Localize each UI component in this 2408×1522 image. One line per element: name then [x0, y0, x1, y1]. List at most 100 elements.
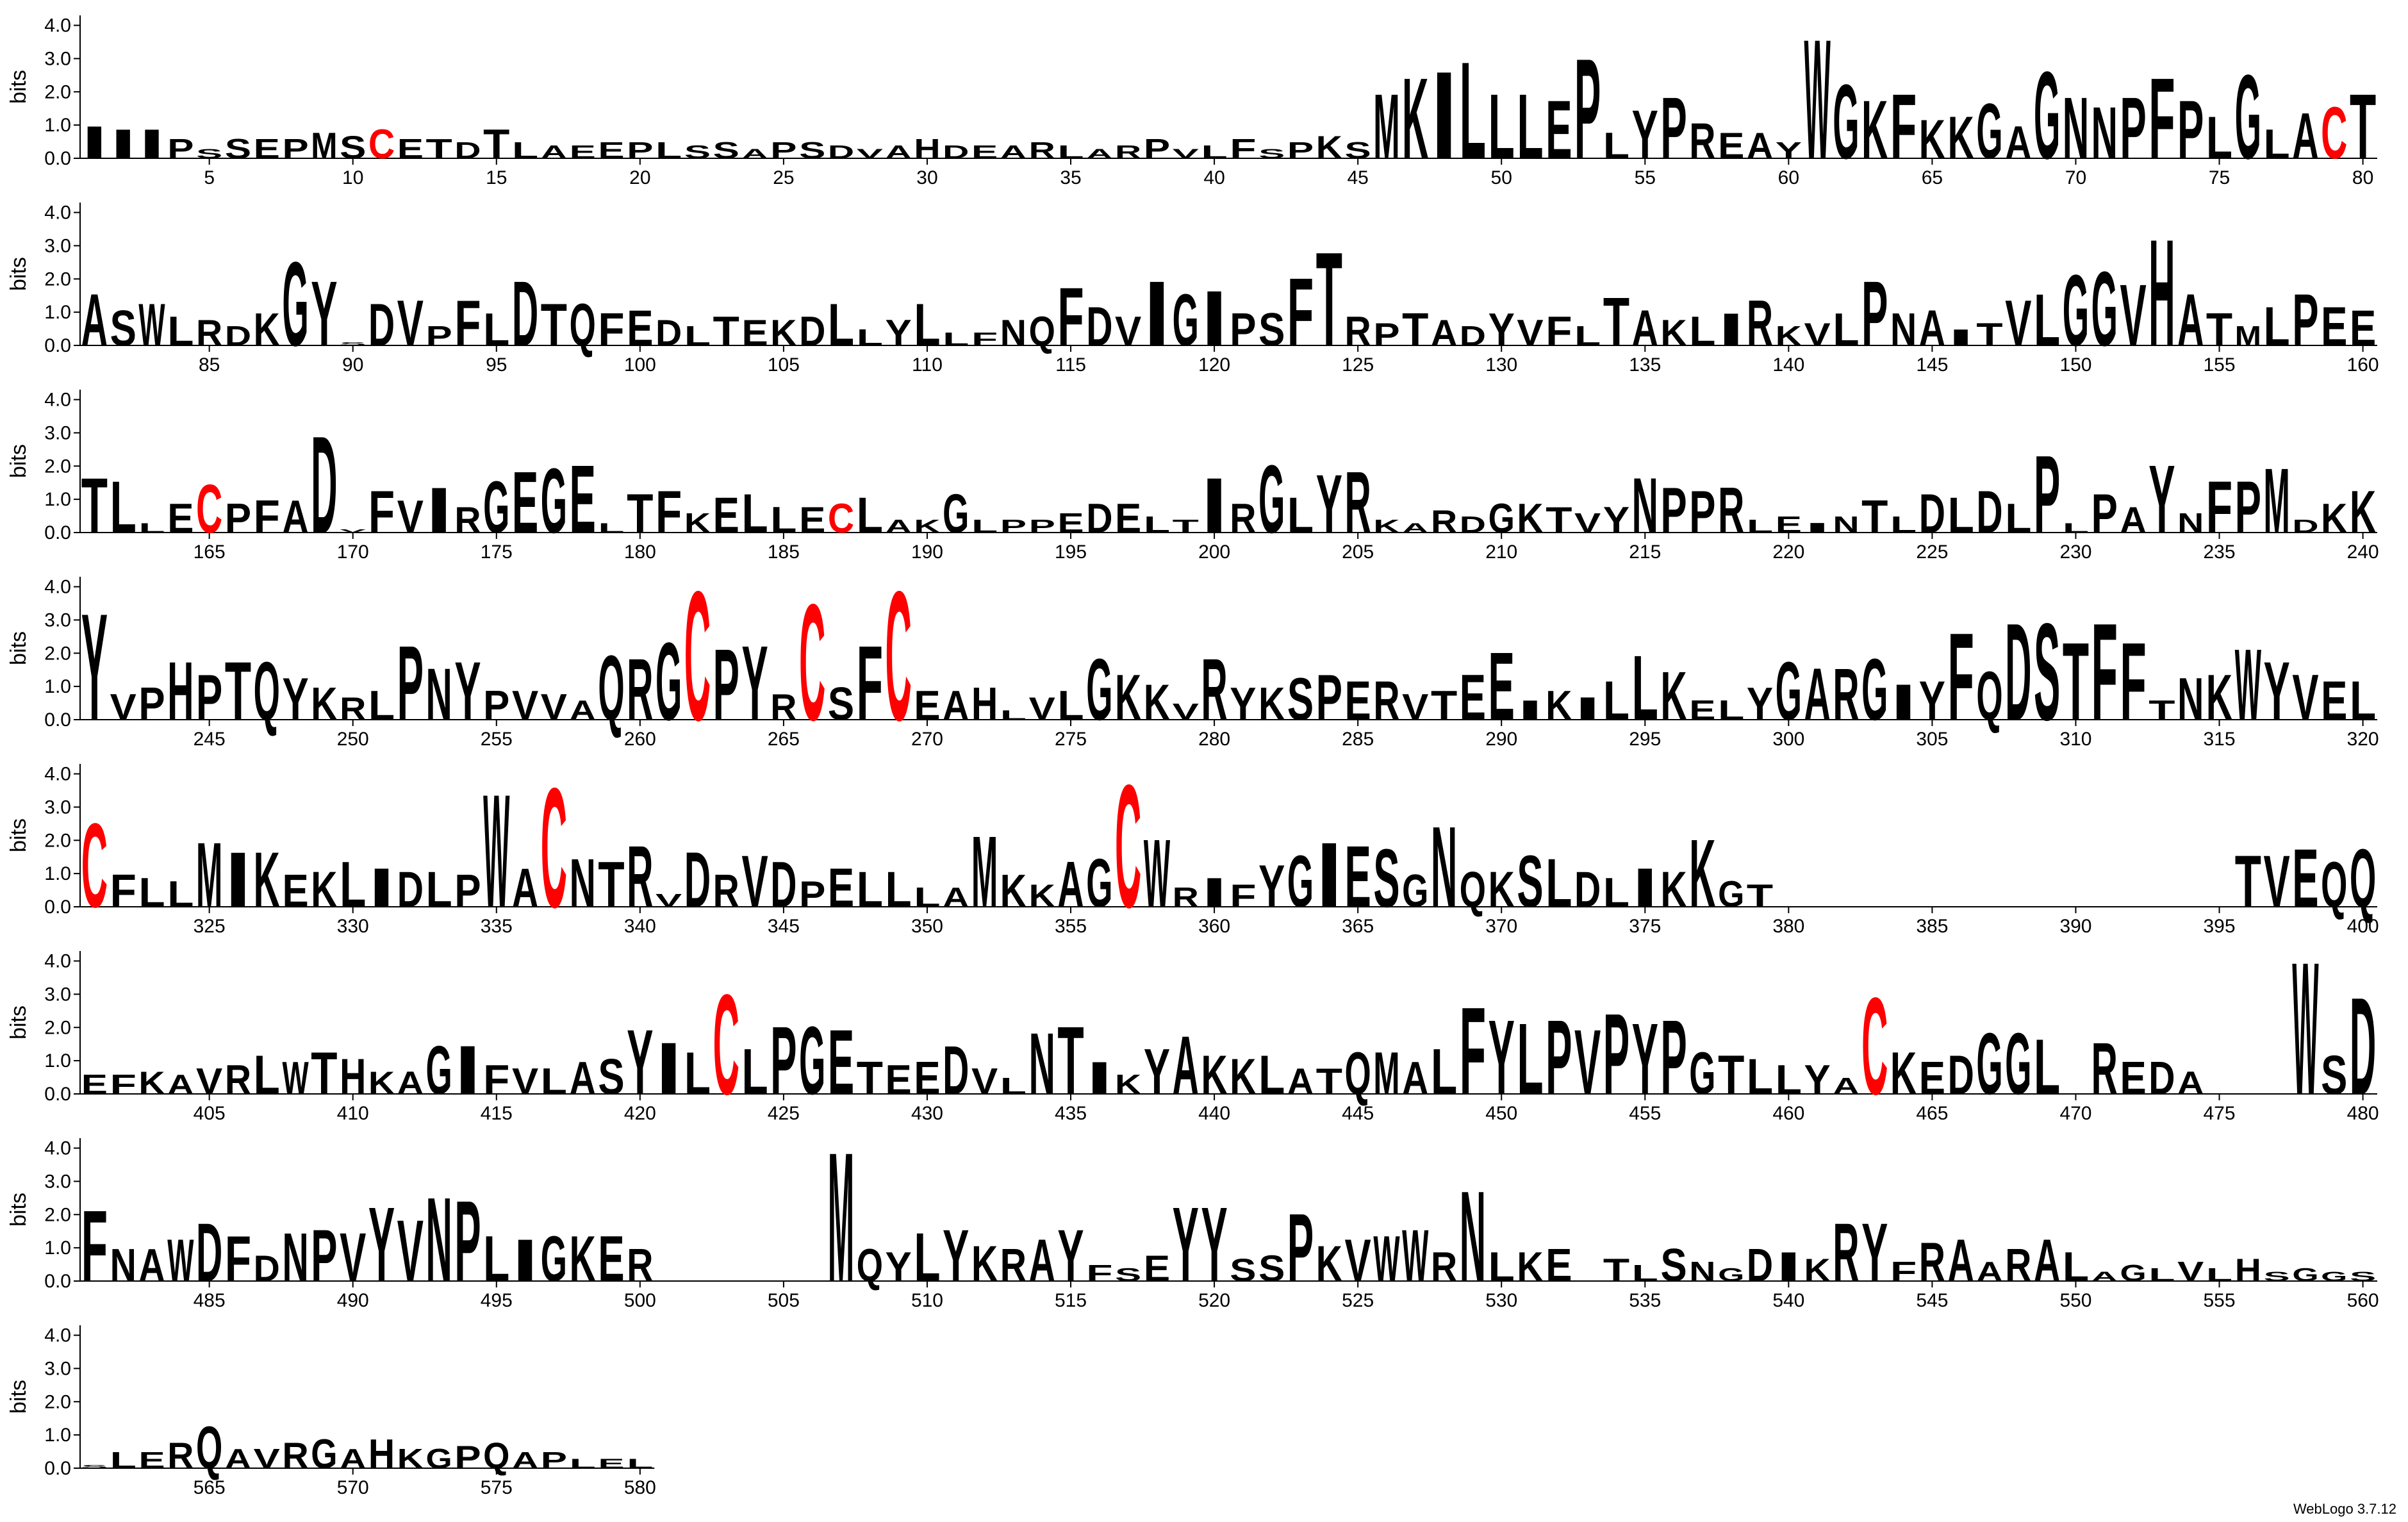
logo-letter: L: [1201, 142, 1227, 163]
logo-letter: A: [397, 1064, 424, 1101]
x-tick-label: 570: [337, 1477, 369, 1498]
logo-letter: L: [741, 1036, 768, 1108]
logo-letter: G: [1861, 641, 1888, 739]
logo-letter: V: [512, 1061, 539, 1102]
x-tick-label: 565: [194, 1477, 226, 1498]
logo-letter: L: [1546, 844, 1572, 922]
x-tick-label: 85: [199, 354, 220, 376]
x-tick-label: 250: [337, 729, 369, 750]
logo-letter: E: [1345, 670, 1371, 732]
logo-letter: P: [1689, 478, 1715, 545]
x-tick-label: 410: [337, 1103, 369, 1124]
logo-letter: N: [1431, 803, 1457, 932]
logo-letter: K: [1861, 84, 1888, 176]
x-tick-label: 525: [1342, 1290, 1374, 1311]
logo-letter: P: [541, 1447, 567, 1473]
x-tick-label: 15: [486, 167, 507, 188]
logo-letter: Q: [1460, 861, 1486, 918]
logo-letter: V: [1402, 687, 1429, 728]
logo-letter: I: [1948, 324, 1974, 351]
logo-letter: F: [110, 1070, 136, 1100]
y-tick-label: 3.0: [44, 1358, 71, 1379]
logo-letter: S: [684, 142, 711, 163]
footer: WebLogo 3.7.12: [2293, 1501, 2396, 1517]
x-tick-label: 265: [768, 729, 800, 750]
logo-letter: E: [1144, 1248, 1170, 1289]
logo-letter: F: [1287, 258, 1314, 367]
logo-letter: Y: [1316, 458, 1342, 550]
logo-letter: K: [1201, 1045, 1227, 1106]
logo-letter: E: [1718, 126, 1744, 167]
logo-letter: K: [368, 1064, 395, 1101]
logo-letter: L: [1603, 670, 1629, 732]
x-tick-label: 505: [768, 1290, 800, 1311]
logo-letter: R: [1833, 654, 1859, 736]
y-tick-label: 4.0: [44, 15, 71, 37]
logo-letter: P: [1373, 316, 1399, 352]
x-tick-label: 295: [1629, 729, 1661, 750]
logo-letter: L: [857, 324, 883, 351]
logo-letter: Y: [2264, 645, 2290, 738]
logo-letter: T: [1546, 500, 1572, 541]
logo-letter: A: [512, 1447, 538, 1473]
logo-letter: G: [2063, 254, 2089, 367]
logo-letter: S: [1258, 1248, 1285, 1289]
logo-letter: H: [368, 1430, 395, 1477]
y-axis-label: bits: [6, 70, 31, 104]
logo-letter: M: [311, 126, 337, 167]
logo-letter: Q: [483, 1435, 509, 1477]
x-tick-label: 400: [2347, 916, 2379, 937]
logo-letter: K: [1316, 1235, 1342, 1292]
logo-letter: L: [2063, 520, 2089, 536]
logo-letter: P: [1287, 1194, 1314, 1302]
x-tick-label: 485: [194, 1290, 226, 1311]
logo-letter: V: [340, 1218, 366, 1296]
logo-letter: E: [2350, 299, 2376, 356]
logo-letter: F: [2120, 620, 2146, 743]
logo-letter: Y: [627, 1011, 653, 1114]
logo-letter: D: [799, 308, 825, 354]
y-tick-label: 1.0: [44, 1425, 71, 1446]
logo-letter: L: [2034, 1023, 2060, 1111]
logo-letter: E: [1919, 1053, 1945, 1104]
logo-letter: S: [1373, 832, 1399, 925]
logo-letter: D: [770, 849, 796, 921]
logo-letter: G: [541, 1223, 567, 1295]
y-tick-label: 4.0: [44, 951, 71, 972]
x-tick-label: 70: [2065, 167, 2086, 188]
x-tick-label: 285: [1342, 729, 1374, 750]
logo-letter: F: [598, 304, 624, 356]
x-tick-label: 360: [1198, 916, 1230, 937]
logo-letter: N: [570, 844, 596, 922]
logo-letter: Y: [943, 1215, 969, 1297]
logo-letter: R: [1833, 1207, 1859, 1299]
x-tick-label: 95: [486, 354, 507, 376]
x-tick-label: 150: [2059, 354, 2091, 376]
logo-letter: E: [828, 857, 854, 919]
logo-letter: A: [1804, 654, 1831, 736]
logo-letter: L: [110, 467, 136, 549]
logo-letter: A: [1431, 313, 1457, 354]
y-tick-label: 1.0: [44, 489, 71, 510]
logo-letter: R: [1173, 882, 1199, 913]
logo-letter: F: [483, 1056, 509, 1103]
logo-letter: W: [1373, 1223, 1400, 1295]
logo-letter: N: [2063, 79, 2089, 178]
logo-letter: L: [2148, 1265, 2175, 1286]
logo-letter: E: [598, 137, 624, 163]
logo-letter: A: [512, 857, 538, 919]
logo-letter: G: [1833, 63, 1859, 181]
logo-letter: R: [1919, 1232, 1945, 1293]
logo-letter: N: [1890, 304, 1917, 356]
logo-letter: E: [2321, 670, 2347, 732]
logo-letter: M: [2264, 449, 2290, 552]
logo-letter: E: [1345, 828, 1371, 926]
x-tick-label: 370: [1485, 916, 1517, 937]
logo-letter: I: [1316, 823, 1342, 927]
x-tick-label: 420: [624, 1103, 656, 1124]
logo-letter: C: [1861, 968, 1888, 1123]
logo-letter: L: [483, 304, 509, 356]
logo-letter: Q: [1345, 1039, 1371, 1107]
logo-letter: T: [713, 308, 739, 354]
